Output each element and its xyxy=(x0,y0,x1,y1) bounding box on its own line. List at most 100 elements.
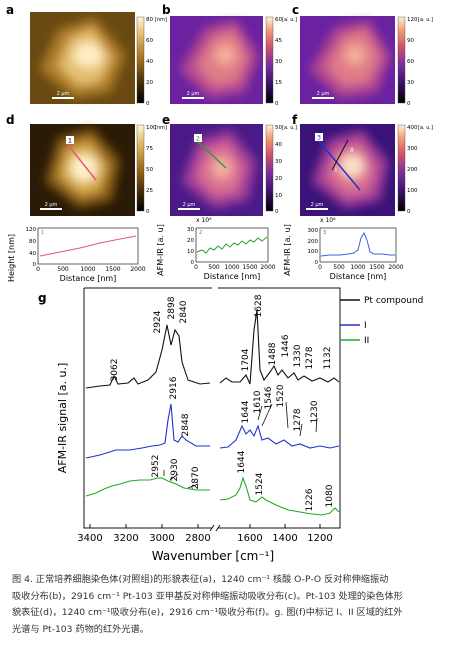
colorbar-tick: 90 xyxy=(407,38,414,44)
peak-label: 1132 xyxy=(323,347,333,370)
profile-xtick: 500 xyxy=(333,264,345,271)
legend-label: Pt compound xyxy=(364,296,423,306)
peak-label: 2848 xyxy=(181,413,191,436)
legend: Pt compound I II xyxy=(340,296,423,346)
profile-marker xyxy=(66,136,74,144)
axis-break xyxy=(209,524,215,532)
profile-xtick: 1000 xyxy=(224,264,239,271)
panel-letter: e xyxy=(162,113,170,127)
colorbar-tick: 30 xyxy=(275,159,282,165)
profile-xlabel: Distance [nm] xyxy=(204,272,261,281)
peak-label: 2952 xyxy=(151,455,161,478)
colorbar xyxy=(136,124,145,212)
colorbar-unit: [a. u.] xyxy=(282,125,297,131)
colorbar-tick: 0 xyxy=(275,101,279,107)
peak-label: 1278 xyxy=(305,346,315,369)
profile-ylabel: AFM-IR [a. u] xyxy=(156,224,165,276)
peak-label: 2870 xyxy=(191,466,201,489)
panel-c: c 2 μm 120 90 60 30 0 [a. u.] xyxy=(292,3,433,107)
colorbar-tick: 60 xyxy=(275,17,282,23)
colorbar-unit: [nm] xyxy=(155,17,167,23)
panel-letter: b xyxy=(162,3,171,17)
profile-ytick: 0 xyxy=(315,260,319,266)
profile-xtick: 0 xyxy=(194,264,198,271)
profile-id: 2 xyxy=(199,230,202,236)
peak-label: 1520 xyxy=(276,384,286,407)
scale-label: 2 μm xyxy=(57,91,70,97)
colorbar-tick: 50 xyxy=(146,167,153,173)
scale-label: 2 μm xyxy=(45,202,58,208)
peak-labels-i: 2916 2848 1644 1610 1546 1520 1278 1230 xyxy=(169,376,320,436)
spectrum-pt-compound xyxy=(85,324,211,389)
spectra-xlabel: Wavenumber [cm⁻¹] xyxy=(152,549,274,563)
scale-bar xyxy=(178,208,200,210)
profile-id: 3 xyxy=(323,230,326,236)
profile-curve xyxy=(196,236,268,254)
scale-label: 2 μm xyxy=(311,202,324,208)
profile-xtick: 2000 xyxy=(388,264,403,271)
colorbar xyxy=(265,124,274,212)
scale-bar xyxy=(182,97,204,99)
scale-label: 2 μm xyxy=(187,91,200,97)
caption-line: 吸收分布(b)，2916 cm⁻¹ Pt-103 亚甲基反对称伸缩振动吸收分布(… xyxy=(12,590,403,602)
colorbar xyxy=(397,16,406,104)
peak-label: 1704 xyxy=(241,348,251,371)
colorbar-tick: 0 xyxy=(275,209,279,215)
peak-label: 2898 xyxy=(167,296,177,319)
colorbar-tick: 30 xyxy=(407,80,414,86)
profile-xtick: 0 xyxy=(318,264,322,271)
profile-xtick: 0 xyxy=(36,266,40,273)
profile-marker-label: 3 xyxy=(317,134,321,142)
panel-f: f 3 II I 2 μm 400 300 200 100 0 [a. u.] xyxy=(292,113,433,216)
peak-label: 2924 xyxy=(153,310,163,333)
colorbar-tick: 45 xyxy=(275,38,282,44)
spectrum-ii xyxy=(85,477,210,497)
profile-curve xyxy=(39,235,137,257)
caption-line: 图 4. 正常培养细胞染色体(对照组)的形貌表征(a)，1240 cm⁻¹ 核酸… xyxy=(12,574,389,585)
spectrum-ii xyxy=(219,476,340,516)
profile-xlabel: Distance [nm] xyxy=(330,272,387,281)
profile-axes xyxy=(319,227,397,263)
colorbar-tick: 25 xyxy=(146,188,153,194)
colorbar-tick: 80 xyxy=(146,17,153,23)
region-label-i: I xyxy=(335,166,337,174)
profile-line xyxy=(67,144,97,181)
peak-labels-pt: 3062 2924 2898 2840 1704 1628 1488 1446 … xyxy=(110,294,333,381)
profile-ytick: 200 xyxy=(308,239,319,245)
colorbar xyxy=(265,16,274,104)
peak-labels-ii: 2952 2930 2870 1644 1524 1226 1080 xyxy=(151,450,335,511)
profile-ylabel: Height [nm] xyxy=(7,234,16,282)
peak-label: 3062 xyxy=(110,359,120,382)
profile-xtick: 1500 xyxy=(105,266,120,273)
spectra-xticks: 3400 3200 3000 2800 1600 1400 1200 xyxy=(77,524,333,544)
spectra-axes xyxy=(83,287,341,529)
colorbar-unit: [nm] xyxy=(155,125,167,131)
profile-xtick: 1500 xyxy=(242,264,257,271)
peak-label: 1644 xyxy=(241,400,251,423)
colorbar-unit: [a. u.] xyxy=(282,17,297,23)
profile-id: 1 xyxy=(41,230,44,236)
scale-bar xyxy=(52,97,74,99)
colorbar-tick: 15 xyxy=(275,80,282,86)
profile-line xyxy=(317,139,361,191)
colorbar-tick: 40 xyxy=(146,59,153,65)
peak-label: 1644 xyxy=(237,450,247,473)
colorbar-tick: 60 xyxy=(407,59,414,65)
caption-line: 光谱与 Pt-103 药物的红外光谱。 xyxy=(12,623,149,635)
profile-multiplier: x 10⁶ xyxy=(196,217,212,224)
peak-label: 1226 xyxy=(305,488,315,511)
figure-caption: 图 4. 正常培养细胞染色体(对照组)的形貌表征(a)，1240 cm⁻¹ 核酸… xyxy=(12,572,464,638)
profile-ytick: 300 xyxy=(308,228,319,234)
scale-bar xyxy=(312,97,334,99)
x-tick: 3200 xyxy=(113,533,138,544)
profile-plot-ir-3: AFM-IR [a. u] x 10⁶ 300 200 100 0 3 0 50… xyxy=(283,217,404,281)
peak-label: 2916 xyxy=(169,376,179,399)
profile-axes xyxy=(195,227,269,263)
axis-break xyxy=(215,524,221,532)
peak-label: 1330 xyxy=(293,344,303,367)
peak-label: 1446 xyxy=(281,334,291,357)
colorbar-tick: 75 xyxy=(146,146,153,152)
profile-marker-label: 1 xyxy=(68,137,72,145)
colorbar-tick: 400 xyxy=(407,125,418,131)
peak-label: 1524 xyxy=(255,472,265,495)
